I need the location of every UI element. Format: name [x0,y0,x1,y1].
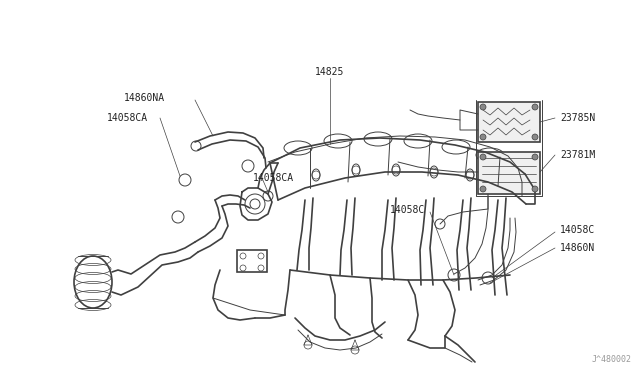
Circle shape [480,154,486,160]
Circle shape [480,134,486,140]
Text: J^480002: J^480002 [592,355,632,364]
Circle shape [480,104,486,110]
Text: 14860N: 14860N [560,243,595,253]
Text: 23781M: 23781M [560,150,595,160]
Circle shape [532,134,538,140]
Text: 14058C: 14058C [390,205,425,215]
Text: 14860NA: 14860NA [124,93,165,103]
Bar [478,102,540,142]
Bar [237,250,267,272]
Text: 14825: 14825 [316,67,345,77]
Text: 14058C: 14058C [560,225,595,235]
Text: 14058CA: 14058CA [107,113,148,123]
Text: 14058CA: 14058CA [253,173,294,183]
Text: 23785N: 23785N [560,113,595,123]
Circle shape [532,186,538,192]
Bar [478,152,540,194]
Circle shape [532,154,538,160]
Circle shape [532,104,538,110]
Circle shape [480,186,486,192]
